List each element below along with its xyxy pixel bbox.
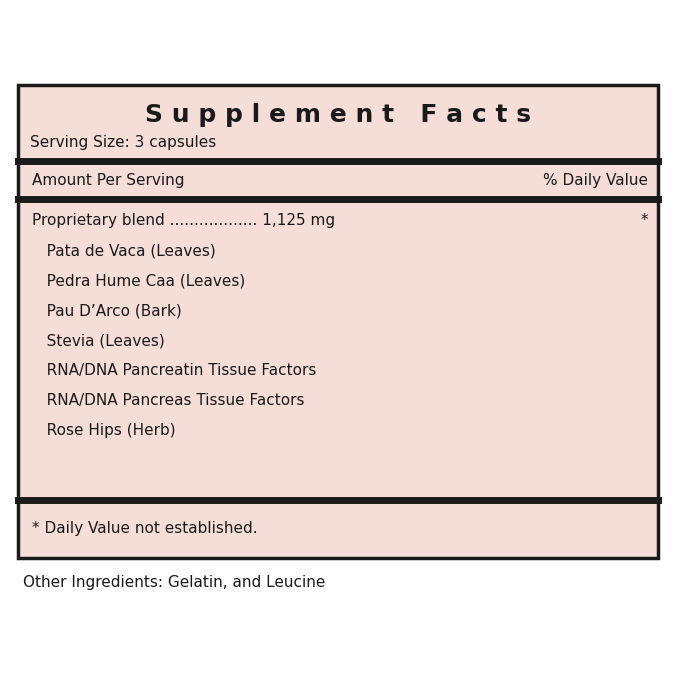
Text: Rose Hips (Herb): Rose Hips (Herb) <box>32 423 176 439</box>
Text: Other Ingredients: Gelatin, and Leucine: Other Ingredients: Gelatin, and Leucine <box>23 575 325 591</box>
Text: Proprietary blend .................. 1,125 mg: Proprietary blend .................. 1,1… <box>32 214 335 228</box>
Text: Amount Per Serving: Amount Per Serving <box>32 174 185 189</box>
Text: Serving Size: 3 capsules: Serving Size: 3 capsules <box>30 135 216 151</box>
Text: Stevia (Leaves): Stevia (Leaves) <box>32 333 165 349</box>
Text: * Daily Value not established.: * Daily Value not established. <box>32 521 258 535</box>
Text: RNA/DNA Pancreas Tissue Factors: RNA/DNA Pancreas Tissue Factors <box>32 393 304 408</box>
Text: Pedra Hume Caa (Leaves): Pedra Hume Caa (Leaves) <box>32 274 245 289</box>
Text: RNA/DNA Pancreatin Tissue Factors: RNA/DNA Pancreatin Tissue Factors <box>32 364 316 379</box>
Text: *: * <box>640 214 648 228</box>
Text: Pata de Vaca (Leaves): Pata de Vaca (Leaves) <box>32 243 216 258</box>
Text: Pau D’Arco (Bark): Pau D’Arco (Bark) <box>32 304 182 318</box>
Text: % Daily Value: % Daily Value <box>543 174 648 189</box>
FancyBboxPatch shape <box>18 85 658 558</box>
Text: S u p p l e m e n t   F a c t s: S u p p l e m e n t F a c t s <box>145 103 531 127</box>
